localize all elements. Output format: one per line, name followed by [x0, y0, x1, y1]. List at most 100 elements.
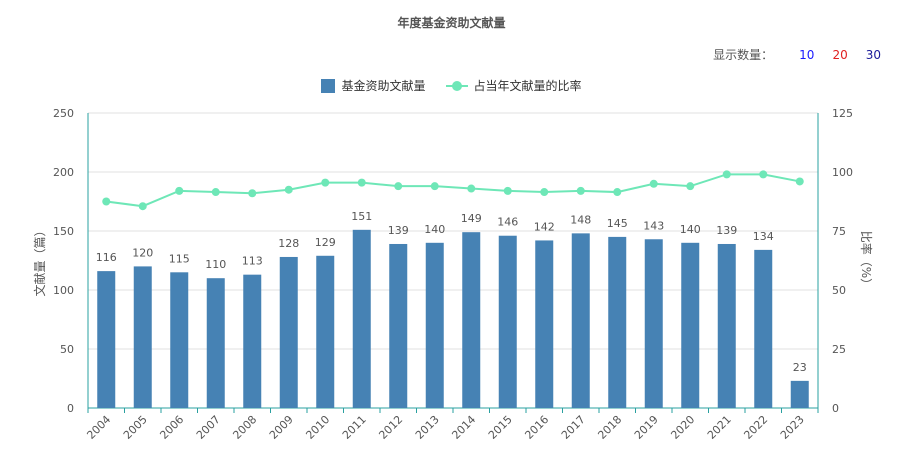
ratio-point [503, 186, 512, 195]
bar [352, 229, 371, 408]
x-tick-label: 2015 [486, 413, 515, 442]
display-count-option-20[interactable]: 20 [832, 47, 848, 62]
ratio-point [540, 188, 549, 197]
bar-value-label: 142 [534, 220, 555, 233]
bar [644, 239, 663, 408]
ratio-point [686, 182, 695, 191]
x-tick-label: 2006 [157, 413, 186, 442]
bar-value-label: 148 [570, 213, 591, 226]
x-tick-label: 2011 [340, 413, 369, 442]
x-tick-label: 2008 [230, 413, 259, 442]
bar-value-label: 149 [461, 212, 482, 225]
bar-value-label: 146 [497, 216, 518, 229]
legend-bar-label: 基金资助文献量 [341, 79, 426, 93]
display-count-label: 显示数量： [713, 48, 774, 62]
y-right-tick-label: 50 [832, 284, 846, 297]
bar [790, 380, 809, 408]
y-tick-label: 250 [53, 107, 74, 120]
ratio-point [248, 189, 257, 198]
ratio-line [106, 173, 800, 208]
bar-value-label: 139 [716, 224, 737, 237]
bar-value-label: 134 [753, 230, 774, 243]
bar [425, 242, 444, 408]
bar-value-label: 115 [169, 252, 190, 265]
x-tick-label: 2018 [595, 413, 624, 442]
y-tick-label: 150 [53, 225, 74, 238]
bar [97, 271, 116, 408]
display-count-selector: 显示数量： 10 20 30 [713, 46, 881, 63]
x-tick-label: 2012 [376, 413, 405, 442]
x-tick-label: 2013 [413, 413, 442, 442]
legend-item-line[interactable]: 占当年文献量的比率 [445, 77, 582, 94]
ratio-point [759, 170, 768, 179]
ratio-point [175, 186, 184, 195]
ratio-point [795, 177, 804, 186]
y-axis-title: 文献量（篇） [32, 224, 47, 296]
bar-value-label: 113 [242, 255, 263, 268]
bar-value-label: 151 [351, 210, 372, 223]
bar [717, 243, 736, 408]
ratio-point [430, 182, 439, 191]
legend-bar-swatch [321, 78, 336, 93]
x-tick-label: 2004 [84, 413, 113, 442]
x-tick-label: 2017 [559, 413, 588, 442]
ratio-point [649, 179, 658, 188]
ratio-point [102, 197, 111, 206]
bar [498, 235, 517, 408]
bar-value-label: 140 [424, 223, 445, 236]
bar [279, 256, 298, 408]
legend-line-label: 占当年文献量的比率 [473, 79, 582, 93]
ratio-point [138, 202, 147, 211]
y-tick-label: 50 [60, 343, 74, 356]
bar [681, 242, 700, 408]
bar [170, 272, 189, 408]
bar-value-label: 139 [388, 224, 409, 237]
chart-title: 年度基金资助文献量 [397, 16, 506, 30]
bar [754, 249, 773, 408]
y-right-tick-label: 25 [832, 343, 846, 356]
x-tick-label: 2020 [668, 413, 697, 442]
ratio-point [467, 184, 476, 193]
bar [608, 236, 627, 408]
bar-value-label: 140 [680, 223, 701, 236]
bar [206, 278, 225, 408]
x-tick-label: 2021 [705, 413, 734, 442]
bar [535, 240, 554, 408]
bar-value-label: 128 [278, 237, 299, 250]
bar [316, 255, 335, 408]
y-right-tick-label: 125 [832, 107, 853, 120]
bar-value-label: 129 [315, 236, 336, 249]
display-count-option-10[interactable]: 10 [799, 47, 815, 62]
x-tick-label: 2022 [741, 413, 770, 442]
ratio-point [576, 186, 585, 195]
y-right-tick-label: 75 [832, 225, 846, 238]
ratio-point [394, 182, 403, 191]
bar [462, 232, 481, 408]
bar [243, 274, 262, 408]
ratio-point [357, 178, 366, 187]
y-tick-label: 0 [67, 402, 74, 415]
bar-value-label: 110 [205, 258, 226, 271]
display-count-option-30[interactable]: 30 [865, 47, 881, 62]
x-tick-label: 2019 [632, 413, 661, 442]
x-tick-label: 2005 [121, 413, 150, 442]
bar [389, 243, 408, 408]
y-axis-right-title: 比率（%） [859, 231, 874, 290]
x-tick-label: 2023 [778, 413, 807, 442]
ratio-point [722, 170, 731, 179]
ratio-point [321, 178, 330, 187]
bar-value-label: 145 [607, 217, 628, 230]
x-tick-label: 2007 [194, 413, 223, 442]
x-tick-label: 2010 [303, 413, 332, 442]
bar-value-label: 116 [96, 251, 117, 264]
ratio-point [284, 185, 293, 194]
bar [133, 266, 152, 408]
legend-item-bar[interactable]: 基金资助文献量 [321, 77, 426, 94]
ratio-point [211, 188, 220, 197]
x-tick-label: 2016 [522, 413, 551, 442]
bar-value-label: 23 [793, 361, 807, 374]
chart-legend: 基金资助文献量 占当年文献量的比率 [0, 77, 903, 94]
y-tick-label: 200 [53, 166, 74, 179]
